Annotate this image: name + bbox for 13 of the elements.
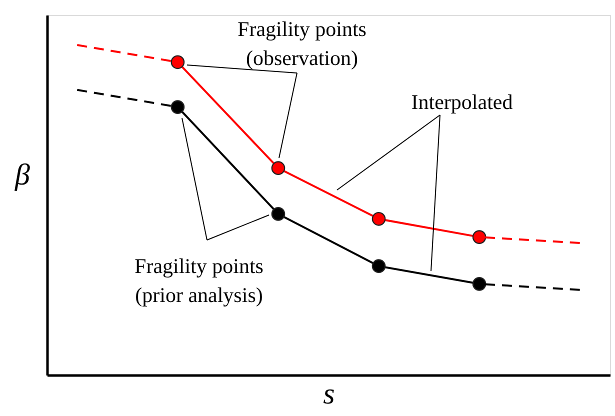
point — [170, 100, 185, 114]
annotation: Interpolated — [411, 90, 514, 114]
point — [472, 277, 486, 291]
y-axis-title: β — [14, 158, 30, 192]
annotation: Fragility points (observation) — [238, 17, 366, 70]
point — [372, 259, 386, 274]
point — [372, 212, 386, 226]
x-axis-title: s — [323, 378, 335, 410]
point — [170, 55, 185, 70]
point — [472, 230, 486, 244]
annotation: Fragility points (prior analysis) — [134, 254, 264, 307]
point — [271, 207, 286, 221]
point — [271, 161, 286, 176]
